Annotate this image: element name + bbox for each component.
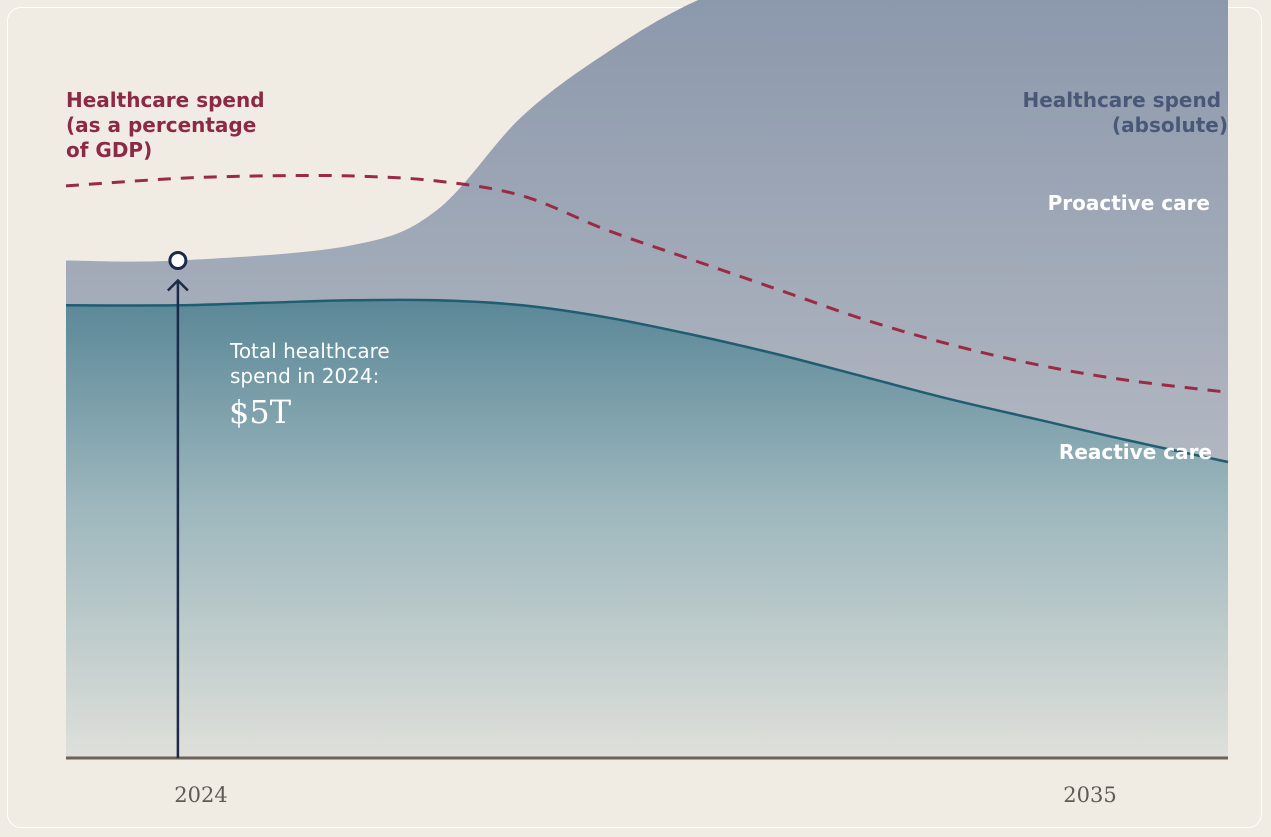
- annotation-text-line2: spend in 2024:: [230, 364, 379, 388]
- left-axis-label-line2: (as a percentage: [66, 113, 256, 137]
- right-axis-label-line1: Healthcare spend: [1022, 88, 1221, 112]
- left-axis-label: Healthcare spend (as a percentage of GDP…: [66, 88, 272, 162]
- reactive-care-area: [66, 299, 1228, 758]
- series-label-proactive-care: Proactive care: [1048, 191, 1210, 215]
- series-label-reactive-care: Reactive care: [1059, 440, 1212, 464]
- annotation-value: $5T: [229, 393, 292, 431]
- gdp-percentage-dashed-line: [65, 173, 1229, 394]
- x-tick-label-2024: 2024: [174, 783, 227, 807]
- annotation-circle-marker: [168, 251, 188, 270]
- right-axis-label: Healthcare spend (absolute): [1022, 88, 1228, 137]
- reactive-care-line: [65, 298, 1229, 464]
- x-tick-label-2035: 2035: [1063, 783, 1116, 807]
- annotation-text-line1: Total healthcare: [229, 339, 390, 363]
- annotation-arrowhead: [167, 278, 189, 292]
- left-axis-label-line1: Healthcare spend: [66, 88, 265, 112]
- left-axis-label-line3: of GDP): [66, 138, 152, 162]
- right-axis-label-line2: (absolute): [1112, 113, 1228, 137]
